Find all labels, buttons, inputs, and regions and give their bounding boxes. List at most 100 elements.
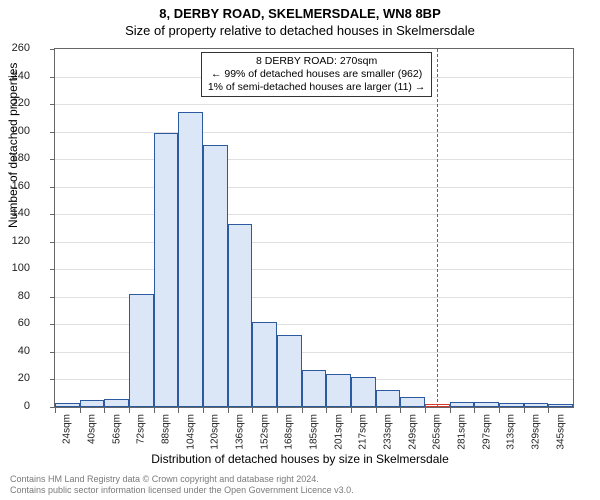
- gridline: [55, 159, 573, 160]
- annotation-line: 8 DERBY ROAD: 270sqm: [208, 55, 426, 68]
- bar: [252, 322, 277, 407]
- y-tick-label: 240: [0, 70, 30, 82]
- annotation-box: 8 DERBY ROAD: 270sqm ← 99% of detached h…: [201, 52, 433, 97]
- y-axis-label: Number of detached properties: [6, 63, 20, 228]
- x-tick-label: 345sqm: [555, 414, 566, 450]
- y-tick: [50, 214, 55, 215]
- x-tick-label: 40sqm: [87, 414, 98, 444]
- x-tick: [499, 408, 500, 413]
- bar: [302, 370, 327, 407]
- x-tick-label: 201sqm: [333, 414, 344, 450]
- x-tick-label: 56sqm: [111, 414, 122, 444]
- y-tick: [50, 242, 55, 243]
- x-tick-label: 168sqm: [284, 414, 295, 450]
- x-tick-label: 217sqm: [358, 414, 369, 450]
- y-tick-label: 40: [0, 345, 30, 357]
- x-tick: [55, 408, 56, 413]
- y-tick-label: 260: [0, 42, 30, 54]
- bar: [474, 402, 499, 408]
- x-tick-label: 185sqm: [309, 414, 320, 450]
- y-tick: [50, 352, 55, 353]
- y-tick-label: 20: [0, 372, 30, 384]
- gridline: [55, 187, 573, 188]
- y-tick-label: 180: [0, 152, 30, 164]
- y-tick-label: 160: [0, 180, 30, 192]
- bar: [203, 145, 228, 407]
- x-tick-label: 104sqm: [185, 414, 196, 450]
- bar: [277, 335, 302, 407]
- gridline: [55, 104, 573, 105]
- x-tick: [400, 408, 401, 413]
- x-tick: [524, 408, 525, 413]
- x-tick-label: 72sqm: [136, 414, 147, 444]
- y-tick: [50, 104, 55, 105]
- x-tick-label: 233sqm: [383, 414, 394, 450]
- x-tick: [80, 408, 81, 413]
- y-tick: [50, 77, 55, 78]
- x-tick: [326, 408, 327, 413]
- bar: [104, 399, 129, 407]
- annotation-line: ← 99% of detached houses are smaller (96…: [208, 68, 426, 81]
- page-title: 8, DERBY ROAD, SKELMERSDALE, WN8 8BP: [0, 0, 600, 21]
- y-tick: [50, 49, 55, 50]
- x-tick-label: 281sqm: [457, 414, 468, 450]
- plot-container: 24sqm40sqm56sqm72sqm88sqm104sqm120sqm136…: [54, 48, 574, 408]
- x-tick-label: 152sqm: [259, 414, 270, 450]
- x-tick: [425, 408, 426, 413]
- x-tick: [178, 408, 179, 413]
- bar: [326, 374, 351, 407]
- x-tick: [277, 408, 278, 413]
- y-tick: [50, 132, 55, 133]
- y-tick-label: 60: [0, 317, 30, 329]
- credits-line: Contains HM Land Registry data © Crown c…: [10, 474, 354, 485]
- y-tick-label: 120: [0, 235, 30, 247]
- annotation-line: 1% of semi-detached houses are larger (1…: [208, 81, 426, 94]
- x-tick-label: 249sqm: [407, 414, 418, 450]
- marker-line: [437, 49, 438, 407]
- x-tick: [203, 408, 204, 413]
- x-tick-label: 120sqm: [210, 414, 221, 450]
- x-tick: [351, 408, 352, 413]
- gridline: [55, 269, 573, 270]
- bar: [80, 400, 105, 407]
- x-tick-label: 297sqm: [481, 414, 492, 450]
- plot-area: 24sqm40sqm56sqm72sqm88sqm104sqm120sqm136…: [54, 48, 574, 408]
- bar: [450, 402, 475, 408]
- x-tick: [376, 408, 377, 413]
- bar: [400, 397, 425, 407]
- bar: [154, 133, 179, 407]
- x-tick: [228, 408, 229, 413]
- x-tick-label: 24sqm: [62, 414, 73, 444]
- x-tick: [548, 408, 549, 413]
- bar: [351, 377, 376, 407]
- x-tick: [154, 408, 155, 413]
- bar: [376, 390, 401, 407]
- x-axis-label: Distribution of detached houses by size …: [0, 452, 600, 466]
- y-tick: [50, 379, 55, 380]
- bar: [499, 403, 524, 407]
- y-tick-label: 140: [0, 207, 30, 219]
- y-tick: [50, 297, 55, 298]
- y-tick-label: 0: [0, 400, 30, 412]
- bar: [129, 294, 154, 407]
- gridline: [55, 132, 573, 133]
- bar: [55, 403, 80, 407]
- x-tick: [302, 408, 303, 413]
- page-subtitle: Size of property relative to detached ho…: [0, 21, 600, 38]
- x-tick-label: 313sqm: [506, 414, 517, 450]
- y-tick-label: 220: [0, 97, 30, 109]
- x-tick-label: 329sqm: [531, 414, 542, 450]
- x-tick: [450, 408, 451, 413]
- credits-line: Contains public sector information licen…: [10, 485, 354, 496]
- x-tick-label: 136sqm: [235, 414, 246, 450]
- x-tick: [474, 408, 475, 413]
- x-tick-label: 265sqm: [432, 414, 443, 450]
- bar: [548, 404, 573, 407]
- gridline: [55, 214, 573, 215]
- bar: [228, 224, 253, 407]
- x-tick: [129, 408, 130, 413]
- y-tick-label: 100: [0, 262, 30, 274]
- x-tick-label: 88sqm: [161, 414, 172, 444]
- x-tick: [252, 408, 253, 413]
- x-tick: [104, 408, 105, 413]
